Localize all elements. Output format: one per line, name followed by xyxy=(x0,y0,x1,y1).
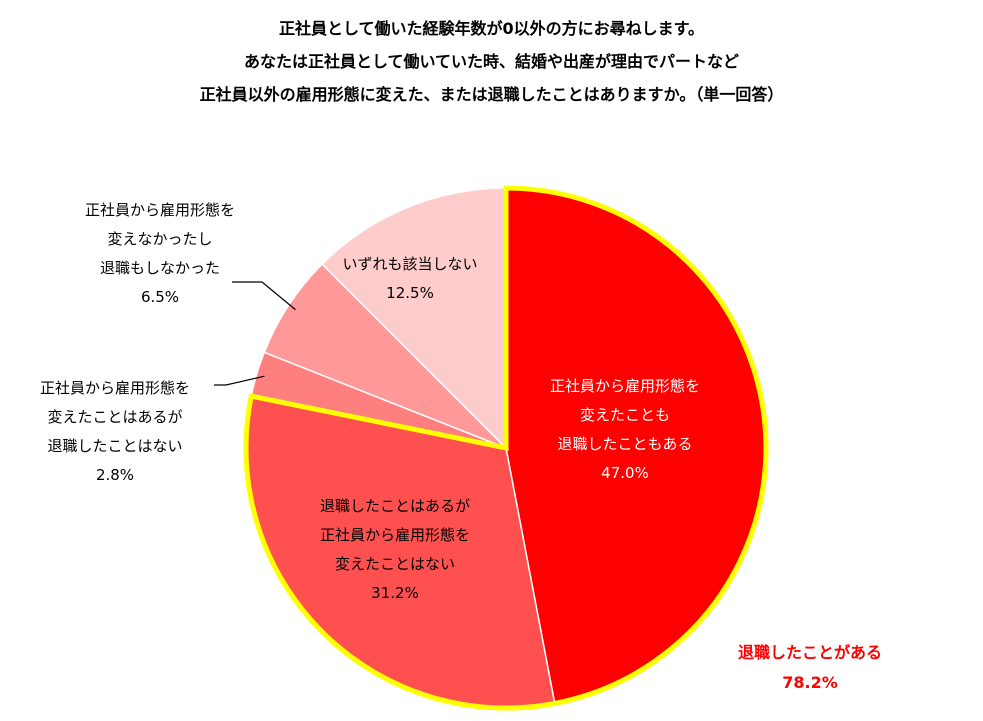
chart-title: 正社員として働いた経験年数が0以外の方にお尋ねします。 あなたは正社員として働い… xyxy=(0,12,983,111)
slice-label-changed-only: 正社員から雇用形態を 変えたことはあるが 退職したことはない 2.8% xyxy=(10,374,220,490)
slice-value: 6.5% xyxy=(140,288,180,306)
slice-label-line: 退職したことはない xyxy=(47,437,183,455)
slice-label-line: 退職したことはあるが xyxy=(319,497,470,515)
slice-label-line: 変えたことはあるが xyxy=(47,408,183,426)
title-line-3: 正社員以外の雇用形態に変えた、または退職したことはありますか。（単一回答） xyxy=(199,85,784,104)
slice-label-line: 変えなかったし xyxy=(107,230,213,248)
slice-label-line: 正社員から雇用形態を xyxy=(319,526,470,544)
retired-total-text: 退職したことがある xyxy=(737,643,882,662)
retired-group-outline xyxy=(243,185,769,711)
slice-label-line: 退職もしなかった xyxy=(99,259,220,277)
slice-value: 2.8% xyxy=(95,466,135,484)
retired-total-value: 78.2% xyxy=(782,673,838,692)
slice-label-neither: 正社員から雇用形態を 変えなかったし 退職もしなかった 6.5% xyxy=(55,196,265,312)
slice-label-line: 正社員から雇用形態を xyxy=(39,379,190,397)
title-line-1: 正社員として働いた経験年数が0以外の方にお尋ねします。 xyxy=(278,19,705,38)
slice-label-retired-only: 退職したことはあるが 正社員から雇用形態を 変えたことはない 31.2% xyxy=(285,492,505,608)
retired-total-label: 退職したことがある 78.2% xyxy=(700,638,920,698)
slice-label-line: 正社員から雇用形態を xyxy=(549,377,700,395)
slice-value: 31.2% xyxy=(371,584,419,602)
slice-label-line: 変えたことも xyxy=(579,406,670,424)
leader-line-changed-only xyxy=(214,375,265,386)
slice-value: 12.5% xyxy=(386,284,434,302)
slice-label-line: 退職したこともある xyxy=(557,435,693,453)
leader-line-neither xyxy=(232,281,296,311)
slice-label-line: いずれも該当しない xyxy=(342,255,478,273)
slice-label-not-applicable: いずれも該当しない 12.5% xyxy=(320,250,500,308)
pie-slice-not-applicable xyxy=(321,187,507,450)
slice-label-changed-and-retired: 正社員から雇用形態を 変えたことも 退職したこともある 47.0% xyxy=(515,372,735,488)
title-line-2: あなたは正社員として働いていた時、結婚や出産が理由でパートなど xyxy=(243,52,740,71)
slice-value: 47.0% xyxy=(601,464,649,482)
slice-label-line: 正社員から雇用形態を xyxy=(84,201,235,219)
slice-label-line: 変えたことはない xyxy=(334,555,455,573)
